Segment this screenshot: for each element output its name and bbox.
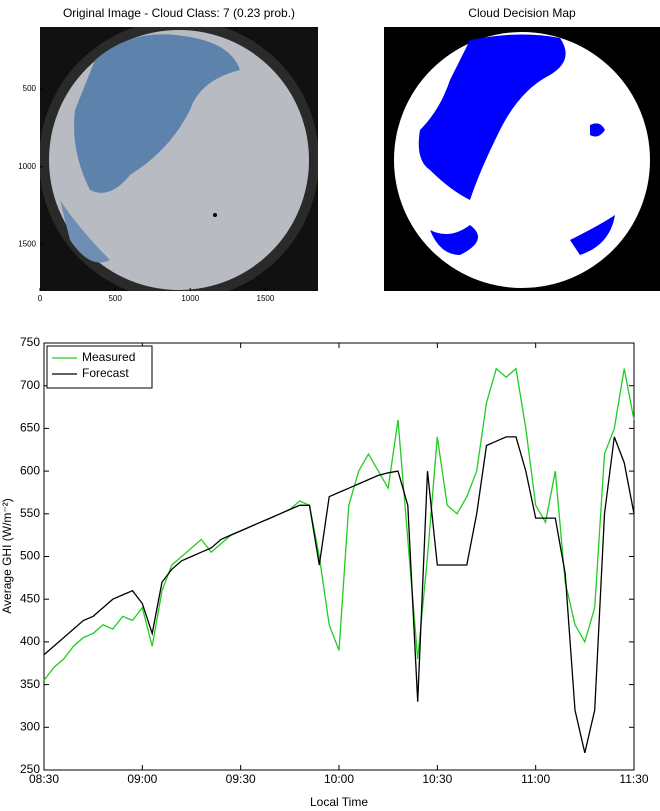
y-tick-label: 500 — [23, 84, 37, 93]
y-tick-label: 500 — [20, 549, 40, 563]
x-tick-label: 09:30 — [226, 772, 256, 786]
x-tick-label: 10:00 — [324, 772, 354, 786]
image-title: Cloud Decision Map — [468, 6, 576, 20]
y-tick-label: 350 — [20, 677, 40, 691]
x-tick-label: 0 — [38, 294, 43, 303]
legend-label: Measured — [82, 350, 135, 364]
y-tick-label: 750 — [20, 335, 40, 349]
data-line — [43, 436, 635, 754]
y-tick-label: 450 — [20, 591, 40, 605]
y-tick-label: 300 — [20, 719, 40, 733]
y-tick-label: 550 — [20, 506, 40, 520]
legend-label: Forecast — [82, 366, 129, 380]
y-axis-label: Average GHI (W/m⁻²) — [0, 498, 14, 613]
x-tick-label: 1500 — [257, 294, 275, 303]
x-tick-label: 1000 — [181, 294, 199, 303]
y-tick-label: 400 — [20, 634, 40, 648]
x-tick-label: 08:30 — [29, 772, 59, 786]
cloud-map — [384, 27, 660, 291]
y-tick-label: 650 — [20, 421, 40, 435]
x-tick-label: 10:30 — [422, 772, 452, 786]
plot-frame — [43, 342, 635, 771]
x-axis-label: Local Time — [310, 795, 368, 809]
x-tick-label: 500 — [108, 294, 122, 303]
y-tick-label: 1000 — [18, 162, 36, 171]
y-tick-label: 600 — [20, 463, 40, 477]
sky-image — [40, 27, 318, 291]
y-tick-label: 700 — [20, 378, 40, 392]
y-tick-label: 1500 — [18, 240, 36, 249]
x-tick-label: 09:00 — [127, 772, 157, 786]
y-tick-label: 250 — [20, 762, 40, 776]
x-tick-label: 11:30 — [619, 772, 648, 786]
data-line — [43, 367, 635, 681]
legend-box — [46, 345, 153, 389]
x-tick-label: 11:00 — [521, 772, 550, 786]
image-title: Original Image - Cloud Class: 7 (0.23 pr… — [63, 6, 295, 20]
